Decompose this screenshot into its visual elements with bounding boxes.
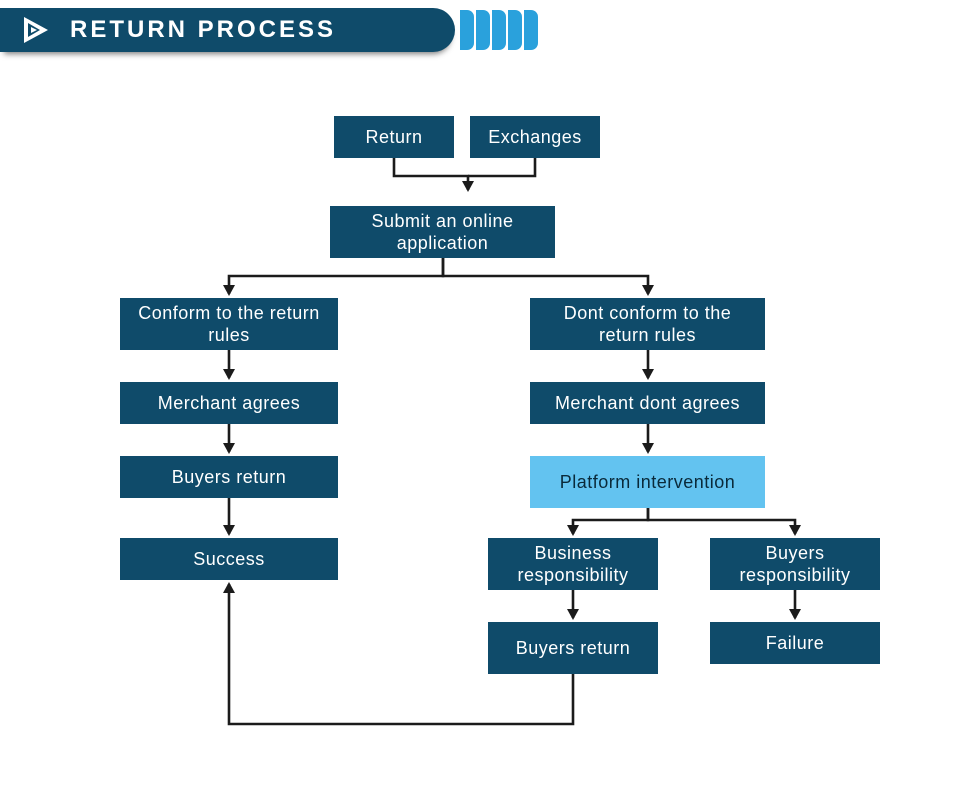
node-return: Return bbox=[334, 116, 454, 158]
node-exchanges: Exchanges bbox=[470, 116, 600, 158]
stripe-icon bbox=[492, 10, 506, 50]
stripe-icon bbox=[524, 10, 538, 50]
header-title: RETURN PROCESS bbox=[70, 16, 336, 44]
node-conform: Conform to the return rules bbox=[120, 298, 338, 350]
node-submit: Submit an online application bbox=[330, 206, 555, 258]
node-bizresp: Business responsibility bbox=[488, 538, 658, 590]
header-stripes bbox=[460, 10, 538, 50]
node-buyresp: Buyers responsibility bbox=[710, 538, 880, 590]
stripe-icon bbox=[476, 10, 490, 50]
node-magrees: Merchant agrees bbox=[120, 382, 338, 424]
stripe-icon bbox=[460, 10, 474, 50]
node-mdont: Merchant dont agrees bbox=[530, 382, 765, 424]
flowchart-edges bbox=[0, 98, 960, 778]
header-bar: RETURN PROCESS bbox=[0, 8, 455, 52]
node-dontconform: Dont conform to the return rules bbox=[530, 298, 765, 350]
stripe-icon bbox=[508, 10, 522, 50]
node-success: Success bbox=[120, 538, 338, 580]
node-buyers1: Buyers return bbox=[120, 456, 338, 498]
header: RETURN PROCESS bbox=[0, 8, 960, 68]
node-failure: Failure bbox=[710, 622, 880, 664]
play-arrow-icon bbox=[18, 13, 52, 47]
flowchart: Return Exchanges Submit an online applicat… bbox=[0, 98, 960, 778]
node-buyers2: Buyers return bbox=[488, 622, 658, 674]
node-platform: Platform intervention bbox=[530, 456, 765, 508]
